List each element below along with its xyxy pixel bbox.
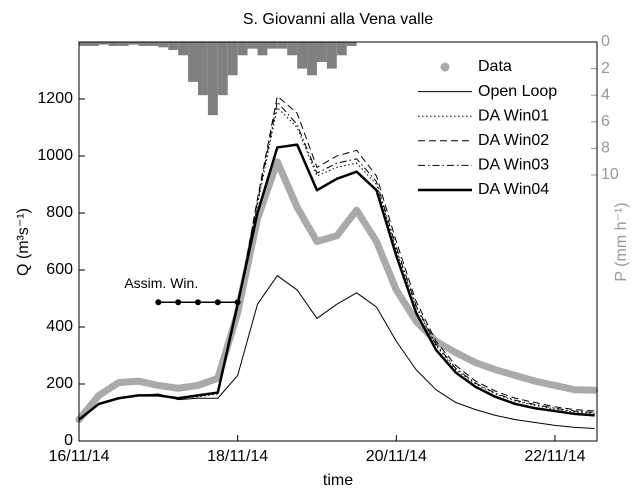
precip-bar — [108, 42, 119, 46]
chart-title: S. Giovanni alla Vena valle — [243, 11, 433, 28]
y-tick-label: 600 — [46, 261, 73, 278]
legend-label: DA Win01 — [478, 107, 549, 124]
annotation-dot — [194, 299, 201, 306]
y2-tick-label: 8 — [601, 140, 610, 157]
legend-label: Data — [478, 58, 512, 75]
x-axis-label: time — [323, 472, 353, 489]
precip-bar — [158, 42, 169, 48]
plot-frame — [78, 41, 598, 442]
annotation-dot — [155, 299, 162, 306]
precip-bar — [188, 42, 198, 82]
precip-bar — [247, 42, 258, 49]
x-tick-label: 18/11/14 — [207, 448, 268, 465]
y2-tick-label: 10 — [601, 166, 619, 183]
x-tick-label: 22/11/14 — [524, 448, 585, 465]
legend-label: DA Win02 — [478, 132, 549, 149]
precip-bar — [227, 42, 238, 76]
y2-tick-label: 4 — [601, 86, 610, 103]
precip-bar — [118, 42, 129, 46]
series-line — [78, 143, 595, 421]
precip-bar — [98, 42, 109, 45]
precip-bar — [197, 42, 208, 96]
y2-tick-label: 6 — [601, 113, 610, 130]
y-tick-label: 1200 — [37, 90, 73, 107]
precip-bar — [88, 42, 99, 46]
x-tick-label: 20/11/14 — [366, 448, 427, 465]
precip-bar — [297, 42, 308, 69]
y-tick-label: 800 — [46, 204, 73, 221]
precip-bar — [237, 42, 248, 56]
precip-bar — [346, 42, 357, 46]
series-line — [78, 101, 595, 421]
annotation-dot — [175, 299, 182, 306]
annotation-label: Assim. Win. — [124, 275, 198, 291]
precip-bar — [148, 42, 159, 46]
annotation-dot — [234, 299, 241, 306]
precip-bar — [217, 42, 228, 96]
y-tick-label: 1000 — [37, 147, 73, 164]
x-tick-label: 16/11/14 — [48, 448, 109, 465]
precip-bar — [336, 42, 347, 56]
annotation-dot — [214, 299, 221, 306]
precip-bar — [138, 42, 149, 46]
precip-bar — [307, 42, 317, 76]
y-axis-label: Q (m³s⁻¹) — [15, 208, 32, 276]
precip-bar — [128, 42, 139, 45]
legend-marker — [440, 62, 450, 72]
precip-bar — [316, 42, 327, 62]
legend-label: DA Win03 — [478, 157, 549, 174]
precip-bar — [257, 42, 268, 56]
legend-label: Open Loop — [478, 83, 557, 100]
y2-tick-label: 2 — [601, 60, 610, 77]
y-tick-label: 0 — [64, 432, 73, 449]
precip-bar — [326, 42, 337, 69]
precip-bar — [178, 42, 189, 56]
precip-bar — [79, 42, 89, 46]
y2-axis-label: P (mm h⁻¹) — [613, 202, 630, 281]
precip-bar — [168, 42, 179, 50]
precip-bar — [277, 42, 288, 49]
series-line — [75, 158, 599, 424]
y2-tick-label: 0 — [601, 33, 610, 50]
precip-bar — [287, 42, 298, 56]
y-tick-label: 200 — [46, 375, 73, 392]
precip-bar — [207, 42, 218, 116]
y-tick-label: 400 — [46, 318, 73, 335]
legend-label: DA Win04 — [478, 181, 549, 198]
precip-bar — [267, 42, 278, 49]
